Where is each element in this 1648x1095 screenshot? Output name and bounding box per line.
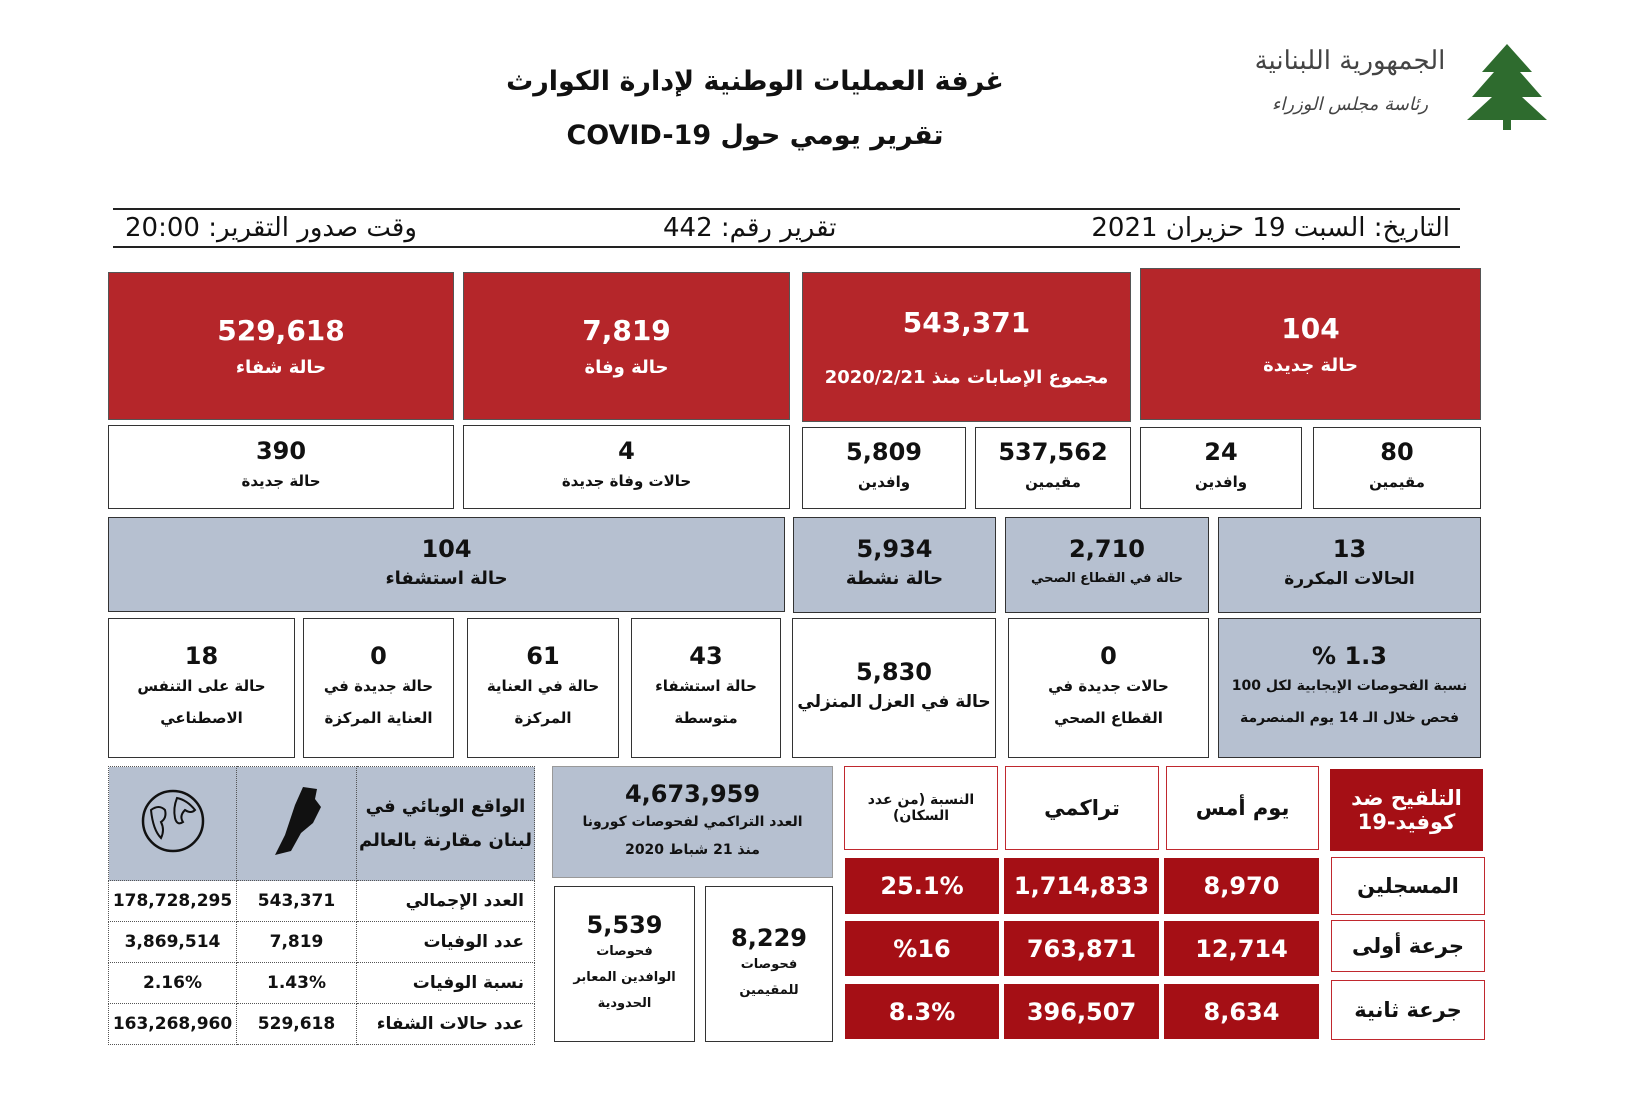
vaccine-dose2-cumulative: 396,507: [1003, 983, 1160, 1040]
table-row: 178,728,295 543,371 العدد الإجمالي: [108, 880, 535, 922]
new-arrivals-card: 24 وافدين: [1140, 427, 1302, 509]
report-number: تقرير رقم: 442: [663, 213, 837, 243]
report-date: التاريخ: السبت 19 حزيران 2021: [1091, 213, 1450, 243]
recovered-card: 529,618 حالة شفاء: [108, 272, 454, 420]
total-residents-card: 537,562 مقيمين: [975, 427, 1131, 509]
positivity-rate-card: 1.3 % نسبة الفحوصات الإيجابية لكل 100 فحص…: [1218, 618, 1481, 758]
vaccine-row-dose1: جرعة أولى: [1331, 920, 1485, 972]
deaths-card: 7,819 حالة وفاة: [463, 272, 790, 420]
report-time: وقت صدور التقرير: 20:00: [125, 213, 417, 243]
new-icu-card: 0 حالة جديدة في العناية المركزة: [303, 618, 454, 758]
page-subtitle: تقرير يومي حول COVID-19: [566, 120, 944, 151]
new-cases-card: 104 حالة جديدة: [1140, 268, 1481, 420]
vaccine-col-yesterday: يوم أمس: [1166, 766, 1319, 850]
vaccine-dose1-pct: %16: [844, 920, 1000, 977]
new-deaths-card: 4 حالات وفاة جديدة: [463, 425, 790, 509]
world-comparison-table: الواقع الوبائي في لبنان مقارنة بالعالم 1…: [108, 766, 535, 1045]
new-residents-card: 80 مقيمين: [1313, 427, 1481, 509]
globe-icon: [108, 766, 237, 881]
vaccine-dose2-yesterday: 8,634: [1163, 983, 1320, 1040]
health-sector-card: 2,710 حالة في القطاع الصحي: [1005, 517, 1209, 613]
arrivals-tests-card: 5,539 فحوصات الوافدين المعابر الحدودية: [554, 886, 695, 1042]
vaccine-col-pct: النسبة (من عدد السكان): [844, 766, 998, 850]
new-recovered-card: 390 حالة جديدة: [108, 425, 454, 509]
icu-card: 61 حالة في العناية المركزة: [467, 618, 619, 758]
republic-logo-subtext: رئاسة مجلس الوزراء: [1271, 94, 1429, 115]
active-cases-card: 5,934 حالة نشطة: [793, 517, 996, 613]
vaccine-registered-pct: 25.1%: [844, 857, 1000, 915]
total-arrivals-card: 5,809 وافدين: [802, 427, 966, 509]
table-row: 163,268,960 529,618 عدد حالات الشفاء: [108, 1003, 535, 1045]
vaccine-col-cumulative: تراكمي: [1005, 766, 1159, 850]
table-row: 2.16% 1.43% نسبة الوفيات: [108, 962, 535, 1004]
lebanon-map-icon: [236, 766, 357, 881]
vaccine-row-registered: المسجلين: [1331, 857, 1485, 915]
table-row: 3,869,514 7,819 عدد الوفيات: [108, 921, 535, 963]
page-title: غرفة العمليات الوطنية لإدارة الكوارث: [506, 66, 1004, 97]
vaccine-row-dose2: جرعة ثانية: [1331, 980, 1485, 1040]
republic-logo-text: الجمهورية اللبنانية: [1254, 46, 1446, 76]
vaccine-dose2-pct: 8.3%: [844, 983, 1000, 1040]
total-cases-card: 543,371 مجموع الإصابات منذ 2020/2/21: [802, 272, 1131, 422]
total-tests-card: 4,673,959 العدد التراكمي لفحوصات كورونا م…: [552, 766, 833, 878]
world-table-header: الواقع الوبائي في لبنان مقارنة بالعالم: [356, 766, 535, 881]
vaccine-dose1-yesterday: 12,714: [1163, 920, 1320, 977]
home-isolation-card: 5,830 حالة في العزل المنزلي: [792, 618, 996, 758]
vaccine-registered-cumulative: 1,714,833: [1003, 857, 1160, 915]
moderate-hospital-card: 43 حالة استشفاء متوسطة: [631, 618, 781, 758]
vaccine-dose1-cumulative: 763,871: [1003, 920, 1160, 977]
vaccine-title: التلقيح ضد كوفيد-19: [1329, 768, 1484, 852]
residents-tests-card: 8,229 فحوصات للمقيمين: [705, 886, 833, 1042]
info-bar: التاريخ: السبت 19 حزيران 2021 تقرير رقم:…: [113, 208, 1460, 248]
hospitalized-card: 104 حالة استشفاء: [108, 517, 785, 612]
ventilator-card: 18 حالة على التنفس الاصطناعي: [108, 618, 295, 758]
duplicate-cases-card: 13 الحالات المكررة: [1218, 517, 1481, 613]
vaccine-registered-yesterday: 8,970: [1163, 857, 1320, 915]
cedar-logo-icon: [1462, 42, 1552, 132]
new-health-sector-card: 0 حالات جديدة في القطاع الصحي: [1008, 618, 1209, 758]
